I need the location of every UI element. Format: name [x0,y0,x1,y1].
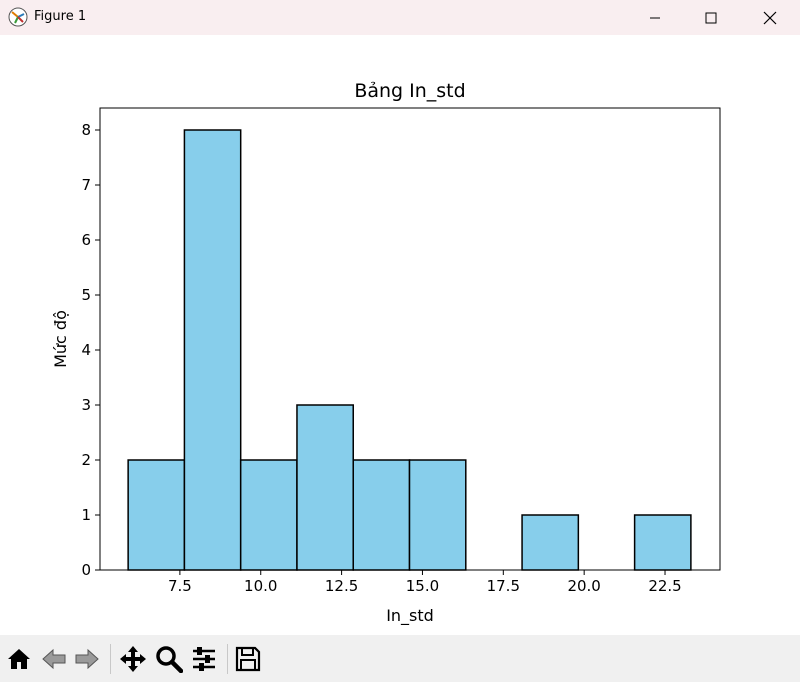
zoom-button[interactable] [155,645,183,673]
histogram-bar [352,459,411,571]
bars-group [127,129,692,571]
toolbar-separator [227,644,228,674]
x-tick-label: 20.0 [567,577,600,595]
y-tick-label: 6 [81,231,91,249]
histogram-bar [408,459,467,571]
y-tick-label: 5 [81,286,91,304]
x-tick-label: 12.5 [325,577,358,595]
pan-icon [120,646,146,672]
histogram-chart: 7.5 10.0 12.5 15.0 17.5 20.0 22.5 0 1 2 3 4 5 6 7 8 Bả… [51,80,721,626]
figure-canvas: 7.5 10.0 12.5 15.0 17.5 20.0 22.5 0 1 2 3 4 5 6 7 8 Bả… [0,35,800,635]
x-tick-label: 15.0 [406,577,439,595]
y-axis-label: Mức độ [51,310,70,368]
home-icon [8,649,30,669]
maximize-button[interactable] [682,0,740,35]
y-tick-label: 2 [81,451,91,469]
histogram-bar [239,459,298,571]
close-icon [763,11,777,24]
x-tick-label: 17.5 [487,577,520,595]
x-tick-label: 7.5 [168,577,192,595]
save-button[interactable] [234,645,262,673]
histogram-bar [521,514,580,571]
configure-subplots-button[interactable] [190,645,218,673]
navigation-toolbar [0,635,800,682]
histogram-bar [183,129,242,571]
forward-button[interactable] [73,645,101,673]
zoom-icon [156,646,183,673]
configure-subplots-icon [193,647,215,671]
pan-button[interactable] [119,645,147,673]
y-tick-label: 1 [81,506,91,524]
y-ticks: 0 1 2 3 4 5 6 7 8 [81,121,100,579]
window-titlebar: Figure 1 [0,0,800,35]
close-button[interactable] [741,0,799,35]
histogram-bar [633,514,692,571]
histogram-bar [127,459,186,571]
x-tick-label: 10.0 [244,577,277,595]
minimize-button[interactable] [626,0,684,35]
app-icon [8,7,28,27]
y-tick-label: 3 [81,396,91,414]
forward-icon [75,648,99,670]
y-tick-label: 7 [81,176,91,194]
x-ticks: 7.5 10.0 12.5 15.0 17.5 20.0 22.5 [168,570,682,595]
x-axis-label: In_std [386,606,434,626]
maximize-icon [705,12,717,23]
histogram-bar [296,404,354,571]
save-icon [235,646,261,672]
y-tick-label: 4 [81,341,91,359]
y-tick-label: 8 [81,121,91,139]
minimize-icon [650,17,660,18]
home-button[interactable] [5,645,33,673]
toolbar-separator [110,644,111,674]
chart-title: Bảng In_std [354,80,465,102]
x-tick-label: 22.5 [648,577,681,595]
axes-frame [99,107,721,571]
y-tick-label: 0 [81,561,91,579]
back-button[interactable] [40,645,68,673]
window-title: Figure 1 [34,9,87,24]
back-icon [42,648,66,670]
